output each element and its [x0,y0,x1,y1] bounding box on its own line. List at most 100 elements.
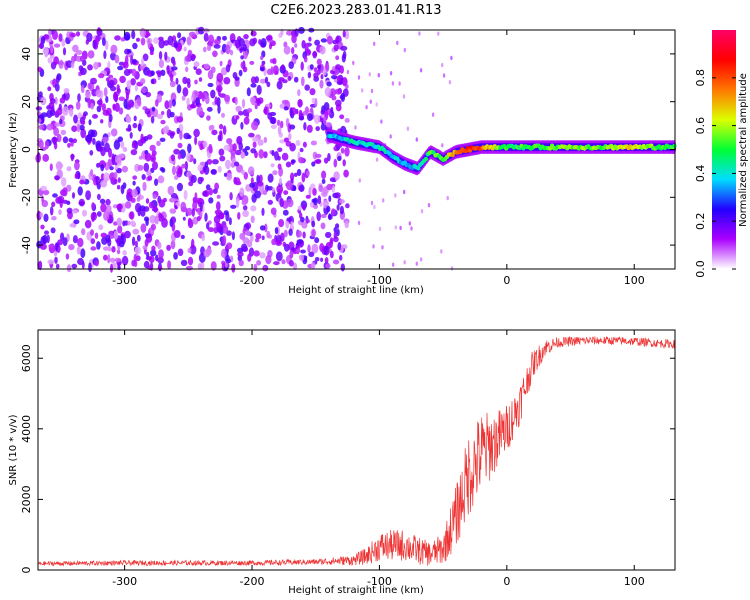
heatmap-noise-cell [354,125,357,130]
heatmap-noise-cell [276,119,281,127]
heatmap-noise-cell [75,101,81,110]
heatmap-noise-cell [230,204,237,209]
heatmap-noise-cell [286,217,292,222]
heatmap-noise-cell [431,112,435,117]
heatmap-noise-cell [88,262,92,273]
heatmap-noise-cell [259,252,266,259]
colorbar-gradient [712,30,736,269]
heatmap-noise-cell [253,250,260,257]
heatmap-noise-cell [76,246,81,255]
heatmap-noise-cell [122,250,127,256]
heatmap-noise-cell [333,171,340,181]
heatmap-noise-cell [113,91,118,102]
heatmap-noise-cell [280,120,284,129]
heatmap-noise-cell [213,215,221,224]
heatmap-noise-cell [234,96,238,106]
heatmap-noise-cell [96,27,101,35]
heatmap-noise-cell [222,235,227,245]
heatmap-noise-cell [313,114,321,124]
heatmap-noise-cell [292,262,298,271]
heatmap-noise-cell [380,119,383,124]
heatmap-noise-cell [320,257,324,262]
heatmap-noise-cell [322,187,328,196]
heatmap-noise-cell [254,190,261,199]
heatmap-noise-cell [240,151,246,159]
heatmap-noise-cell [296,168,302,177]
heatmap-noise-cell [299,254,305,261]
heatmap-trace-cell [416,166,421,171]
heatmap-noise-cell [272,65,279,75]
heatmap-noise-cell [171,99,176,107]
heatmap-noise-cell [155,99,159,107]
heatmap-noise-cell [217,134,222,142]
heatmap-noise-cell [369,99,372,104]
heatmap-noise-cell [270,163,275,168]
heatmap-noise-cell [107,246,112,252]
heatmap-noise-cell [60,129,67,136]
heatmap-noise-cell [217,86,221,97]
heatmap-noise-cell [339,114,345,120]
heatmap-noise-cell [206,106,213,112]
heatmap-noise-cell [173,40,179,49]
heatmap-noise-cell [59,97,66,104]
heatmap-noise-cell [252,141,257,148]
heatmap-noise-cell [47,28,52,38]
heatmap-noise-cell [283,106,289,111]
heatmap-noise-cell [173,148,181,155]
heatmap-noise-cell [69,223,76,228]
heatmap-noise-cell [136,234,141,242]
heatmap-noise-cell [134,84,138,92]
heatmap-noise-cell [223,144,230,151]
heatmap-noise-cell [255,237,260,243]
heatmap-noise-cell [55,161,63,171]
heatmap-noise-cell [259,67,265,72]
heatmap-noise-cell [398,81,401,86]
heatmap-noise-cell [78,124,85,131]
heatmap-noise-cell [135,37,141,42]
heatmap-noise-cell [219,123,224,130]
heatmap-noise-cell [311,161,316,167]
heatmap-noise-cell [239,232,246,240]
heatmap-noise-cell [321,178,326,184]
heatmap-noise-cell [223,210,229,216]
heatmap-noise-cell [113,230,119,240]
heatmap-noise-cell [329,88,337,97]
heatmap-noise-cell [321,170,327,180]
heatmap-noise-cell [177,32,182,39]
heatmap-noise-cell [221,248,227,258]
heatmap-trace-cell [423,156,429,162]
heatmap-noise-cell [71,263,78,269]
heatmap-noise-cell [250,148,257,154]
heatmap-noise-cell [344,220,349,229]
heatmap-noise-cell [295,139,301,147]
heatmap-noise-cell [144,238,149,247]
heatmap-noise-cell [315,126,321,132]
heatmap-noise-cell [316,211,322,222]
heatmap-noise-cell [50,227,56,234]
heatmap-noise-cell [177,153,182,160]
heatmap-noise-cell [245,222,252,230]
heatmap-noise-cell [242,66,248,73]
heatmap-noise-cell [203,46,207,53]
heatmap-noise-cell [340,263,345,272]
heatmap-noise-cell [231,231,235,241]
heatmap-noise-cell [76,124,81,133]
heatmap-noise-cell [375,102,378,107]
heatmap-noise-cell [186,207,193,216]
heatmap-noise-cell [256,260,262,266]
heatmap-noise-cell [186,97,190,106]
heatmap-noise-cell [62,237,68,247]
heatmap-noise-cell [92,39,97,49]
heatmap-noise-cell [101,236,108,245]
heatmap-noise-cell [61,39,66,47]
heatmap-noise-cell [257,139,264,146]
heatmap-noise-cell [234,76,240,81]
heatmap-noise-cell [296,239,304,245]
heatmap-noise-cell [132,175,138,180]
heatmap-noise-cell [145,218,149,226]
heatmap-noise-cell [341,53,346,63]
heatmap-noise-cell [186,36,192,46]
heatmap-noise-cell [258,174,263,183]
heatmap-noise-cell [216,72,224,83]
